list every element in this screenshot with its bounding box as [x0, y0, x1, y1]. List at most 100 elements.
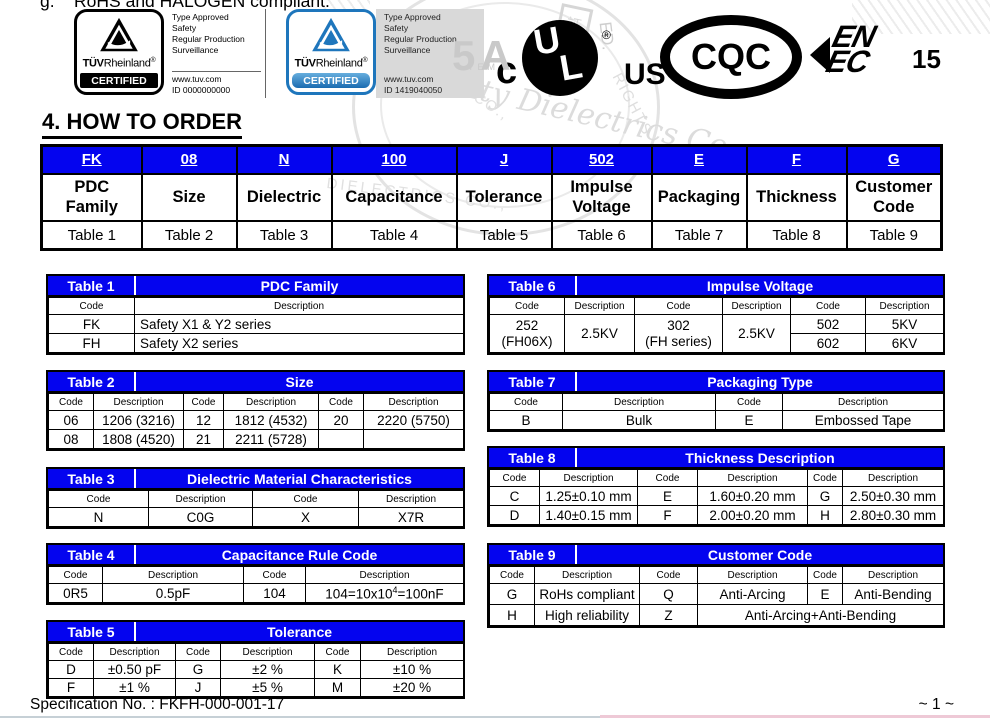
cap-rule-exponent: 4: [392, 584, 398, 595]
table-body: Code Description Code Description Code D…: [489, 469, 944, 525]
cell: C: [489, 486, 540, 506]
table-title: Capacitance Rule Code: [221, 546, 378, 563]
cap-rule-text: 104=10x10: [325, 586, 393, 602]
cell: RoHs compliant: [534, 583, 640, 605]
cell: Dielectric: [235, 173, 333, 222]
table-row: N C0G X X7R: [48, 507, 464, 527]
certified-bar: CERTIFIED: [80, 73, 158, 88]
cell: 252 (FH06X): [489, 314, 565, 353]
tuv-url-id: www.tuv.com ID 0000000000: [172, 70, 261, 96]
cell: K: [314, 660, 361, 679]
cell: 2.80±0.30 mm: [842, 505, 944, 525]
cell: Size: [140, 173, 238, 222]
table-row: D 1.40±0.15 mm F 2.00±0.20 mm H 2.80±0.3…: [489, 505, 944, 525]
table-title: Customer Code: [707, 546, 813, 563]
enec-line: EC: [822, 44, 873, 80]
field-line: Capacitance: [345, 187, 443, 206]
cell: 2.5KV: [722, 314, 791, 353]
cell: 08: [48, 429, 94, 449]
enec-15-logo: EN EC 15: [810, 19, 945, 92]
ul-c-mark: c: [496, 50, 518, 92]
cell: Description: [782, 393, 944, 411]
cell: Code: [715, 393, 783, 411]
table-subheader-row: Code Description Code Description Code D…: [489, 566, 944, 584]
tuv-text-line: Regular Production: [172, 34, 245, 45]
table-9-customer-code: Table 9 Customer Code Code Description Co…: [487, 543, 945, 628]
cell: Thickness: [745, 173, 848, 222]
cell: 2.00±0.20 mm: [697, 505, 808, 525]
cell: Code: [183, 393, 224, 411]
tuv-url-id: www.tuv.com ID 1419040050: [384, 74, 480, 96]
cell: 104: [243, 583, 306, 603]
tuv-text-line: Surveillance: [384, 45, 431, 56]
cell: 502: [550, 144, 653, 175]
cell: Anti-Arcing: [697, 583, 808, 605]
cell: Table 4: [330, 220, 458, 251]
table-row: G RoHs compliant Q Anti-Arcing E Anti-Be…: [489, 583, 944, 605]
cell: Code: [48, 566, 103, 584]
cell: Code: [790, 297, 866, 315]
tuv-url: www.tuv.com: [172, 73, 222, 84]
order-code-table-wrap: FK 08 N 100 J 502 E F G PDC Family Size D…: [40, 144, 943, 251]
cell: Table 6: [550, 220, 653, 251]
table-label: Table 6: [489, 276, 577, 295]
table-subheader-row: Code Description Code Description Code D…: [48, 393, 464, 411]
cell: Description: [148, 490, 253, 508]
cell: G: [845, 144, 943, 175]
code-line: (FH06X): [501, 333, 553, 349]
tuv-rheinland-logo-blue: TÜVRheinland® CERTIFIED Type Approved Sa…: [286, 9, 484, 98]
order-refs-row: Table 1 Table 2 Table 3 Table 4 Table 5 …: [40, 220, 943, 251]
field-line: PDC: [74, 178, 110, 197]
footer-divider-gray: [0, 716, 600, 718]
brand-bold: TÜV: [294, 57, 316, 70]
table-row: 0R5 0.5pF 104 104=10x104=100nF: [48, 583, 464, 603]
cell: Impulse Voltage: [550, 173, 653, 222]
cell: Table 8: [745, 220, 848, 251]
field-line: Thickness: [756, 187, 837, 206]
cell: Description: [360, 643, 464, 661]
table-label: Table 3: [48, 469, 136, 488]
cell: Description: [842, 469, 944, 487]
cell: E: [807, 583, 843, 605]
order-codes-row: FK 08 N 100 J 502 E F G: [40, 144, 943, 175]
table-subheader-row: Code Description Code Description: [489, 393, 944, 411]
cell: E: [715, 410, 783, 430]
cell: Description: [223, 393, 319, 411]
order-fields-row: PDC Family Size Dielectric Capacitance To…: [40, 173, 943, 222]
cell: Code: [48, 643, 94, 661]
cell: Code: [48, 297, 135, 315]
cell: ±0.50 pF: [93, 660, 176, 679]
table-subheader-row: Code Description Code Description: [48, 490, 464, 508]
table-subheader-row: Code Description Code Description Code D…: [489, 469, 944, 487]
cell: Safety X2 series: [134, 333, 464, 353]
table-body: Code Description Code Description Code D…: [48, 643, 464, 697]
cell: 1808 (4520): [93, 429, 184, 449]
table-row: FK Safety X1 & Y2 series: [48, 314, 464, 334]
cell: Description: [697, 566, 808, 584]
order-code: FK: [81, 151, 102, 168]
table-row: 252 (FH06X) 2.5KV 302 (FH series) 2.5KV 50…: [489, 314, 944, 353]
ul-us-mark: US: [624, 58, 666, 91]
order-code: G: [887, 151, 900, 168]
cell: 1.25±0.10 mm: [539, 486, 638, 506]
cell: Q: [639, 583, 698, 605]
cell: 6KV: [865, 333, 944, 353]
cell: High reliability: [534, 604, 640, 626]
cell: ±1 %: [93, 678, 176, 697]
cell: 06: [48, 410, 94, 430]
cell: 1206 (3216): [93, 410, 184, 430]
table-title: Dielectric Material Characteristics: [187, 470, 412, 487]
cell: 100: [330, 144, 458, 175]
cell: Description: [102, 566, 244, 584]
cell: N: [48, 507, 149, 527]
order-code: J: [499, 151, 509, 168]
cell: Description: [363, 393, 464, 411]
table-label: Table 5: [48, 622, 136, 641]
cell: M: [314, 678, 361, 697]
tuv-text-block: Type Approved Safety Regular Production …: [164, 9, 266, 98]
cell: Z: [639, 604, 698, 626]
table-3-dielectric: Table 3 Dielectric Material Characteristi…: [46, 467, 465, 529]
cap-rule-text: =100nF: [397, 586, 444, 602]
cell: 0R5: [48, 583, 103, 603]
cell: Code: [48, 490, 149, 508]
